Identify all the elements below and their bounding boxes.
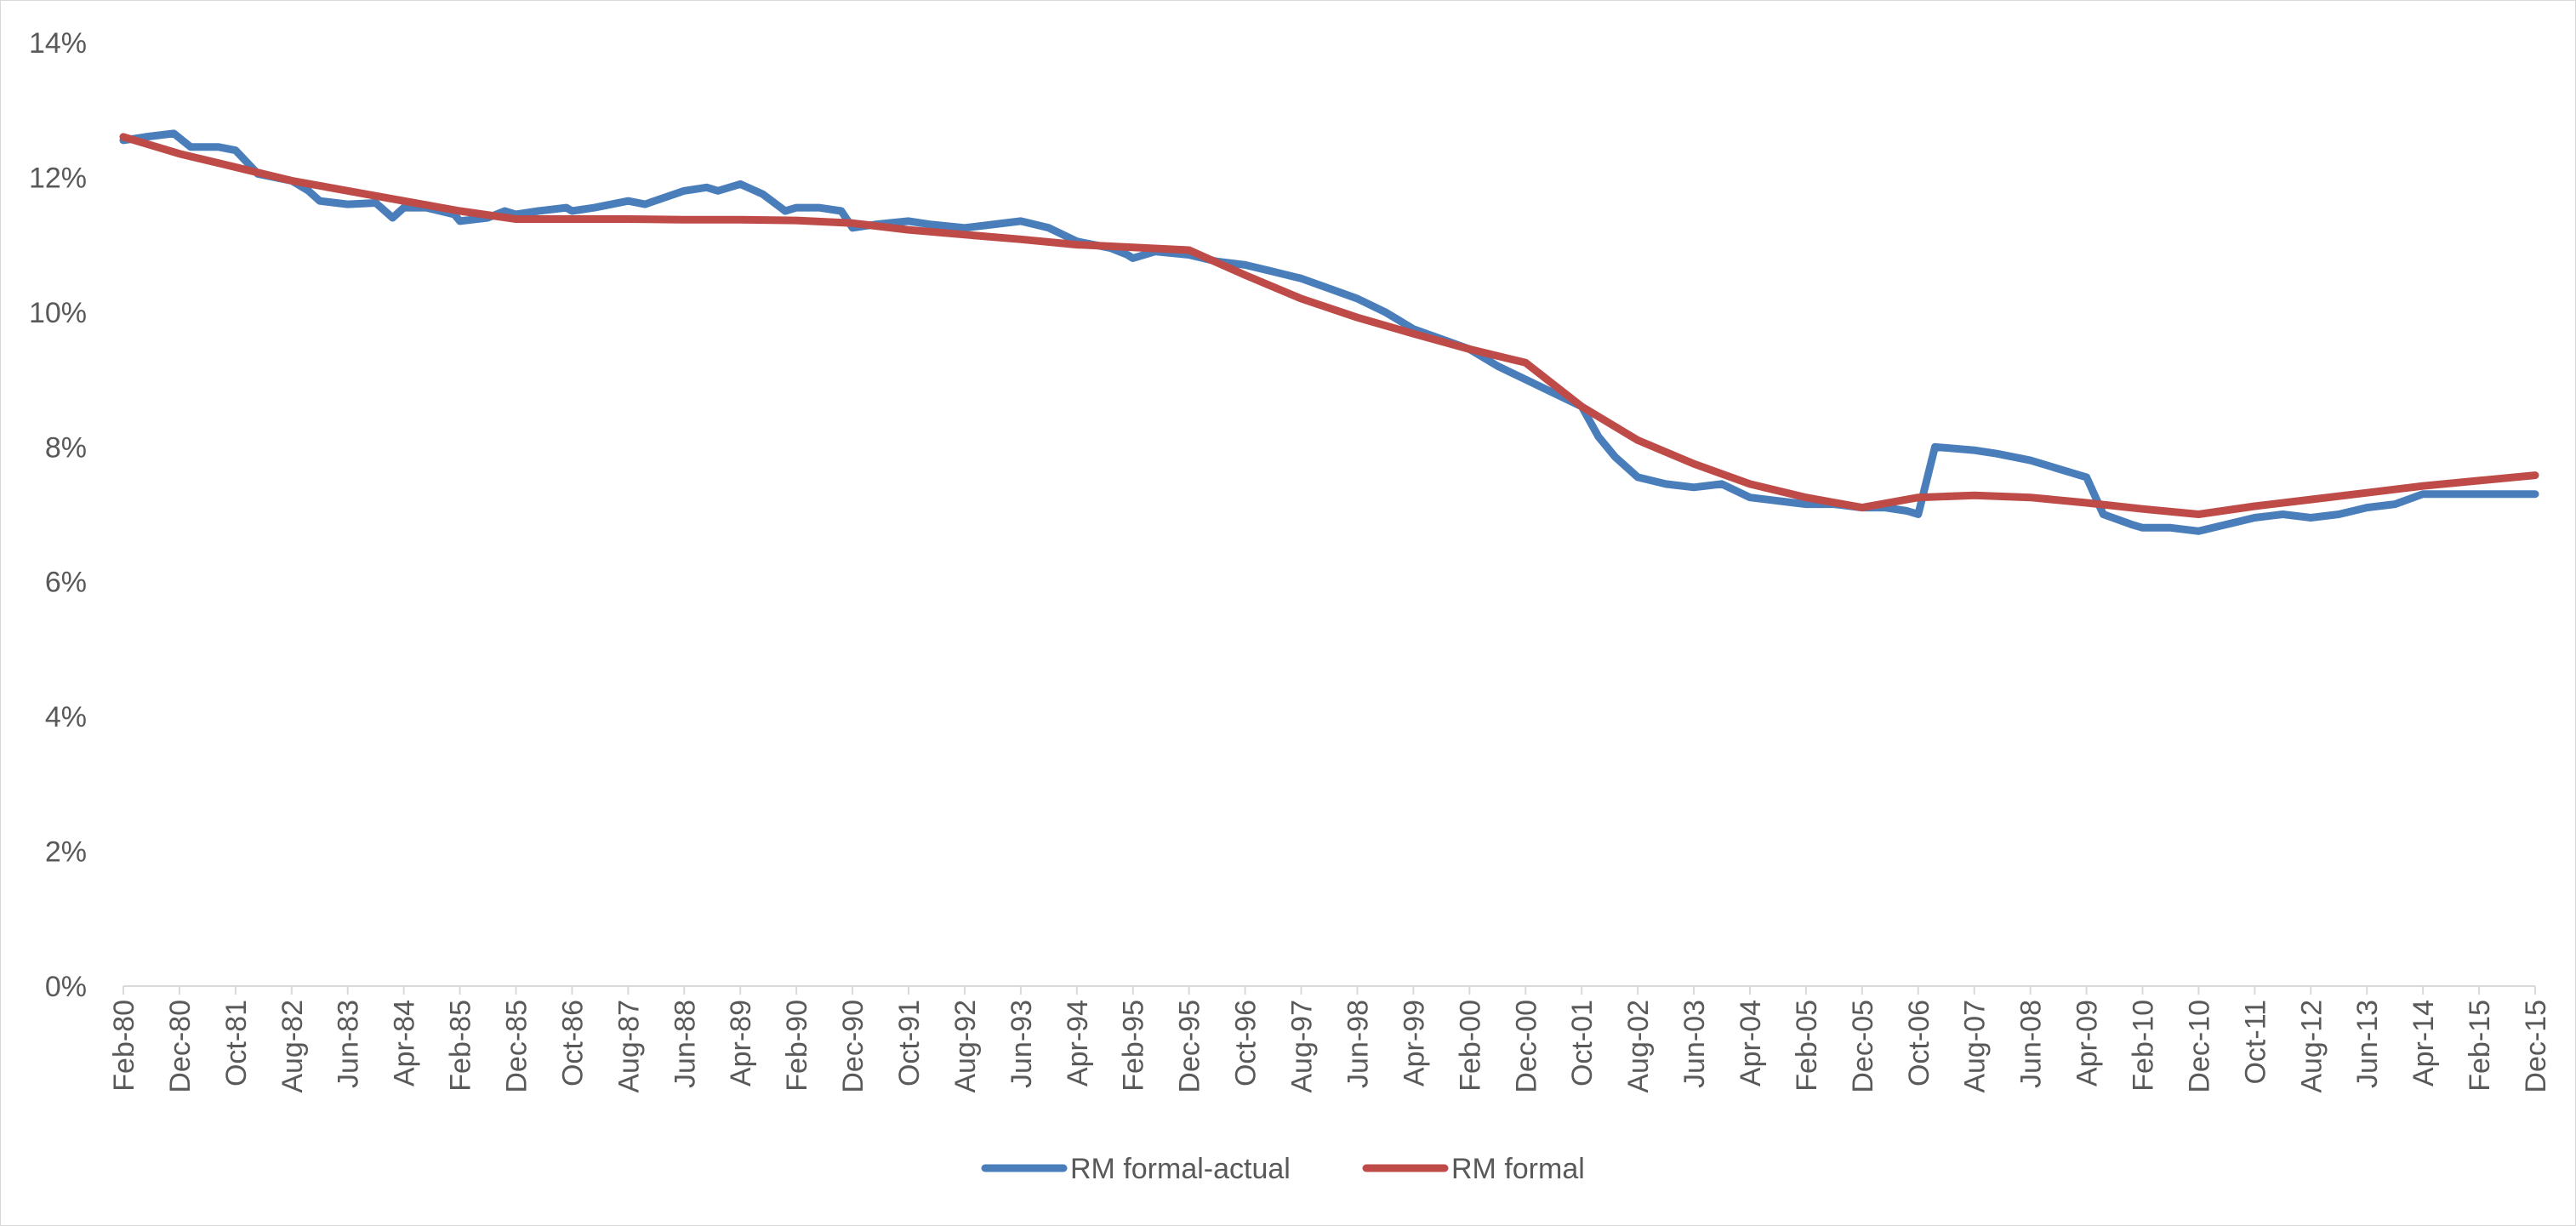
y-tick-label: 6% <box>45 567 87 599</box>
x-tick-label: Aug-12 <box>2295 1000 2328 1093</box>
x-tick-label: Aug-82 <box>276 1000 309 1093</box>
x-tick-label: Feb-10 <box>2127 1000 2159 1092</box>
x-tick-label: Dec-80 <box>164 1000 197 1093</box>
x-tick-label: Dec-10 <box>2183 1000 2215 1093</box>
x-tick-label: Oct-01 <box>1566 1000 1599 1086</box>
series-line-rm-formal-actual <box>119 129 2539 535</box>
legend-label: RM formal-actual <box>1070 1153 1291 1185</box>
y-tick-label: 4% <box>45 701 87 733</box>
x-tick-label: Feb-85 <box>445 1000 477 1092</box>
x-tick-label: Feb-80 <box>108 1000 140 1092</box>
x-tick-label: Feb-05 <box>1791 1000 1823 1092</box>
y-tick-label: 8% <box>45 431 87 464</box>
y-tick-label: 12% <box>29 162 87 194</box>
x-tick-label: Dec-05 <box>1847 1000 1879 1093</box>
legend-label: RM formal <box>1451 1153 1585 1185</box>
x-tick-label: Apr-84 <box>389 1000 421 1086</box>
x-tick-label: Jun-98 <box>1342 1000 1374 1088</box>
x-tick-label: Dec-00 <box>1510 1000 1542 1093</box>
x-tick-label: Feb-90 <box>781 1000 813 1092</box>
x-tick-label: Jun-08 <box>2015 1000 2048 1088</box>
x-tick-label: Jun-88 <box>669 1000 701 1088</box>
y-tick-label: 10% <box>29 297 87 329</box>
x-tick-label: Aug-92 <box>949 1000 982 1093</box>
y-tick-label: 14% <box>29 27 87 60</box>
x-tick-label: Aug-97 <box>1286 1000 1319 1093</box>
x-tick-label: Aug-07 <box>1959 1000 1992 1093</box>
series-line-rm-formal <box>119 133 2539 518</box>
x-tick-label: Oct-06 <box>1903 1000 1935 1086</box>
x-tick-label: Jun-13 <box>2351 1000 2384 1088</box>
x-tick-label: Feb-15 <box>2464 1000 2496 1092</box>
y-tick-label: 0% <box>45 971 87 1003</box>
x-tick-label: Jun-93 <box>1006 1000 1038 1088</box>
y-axis: 0% 2% 4% 6% 8% 10% 12% 14% <box>29 27 87 1003</box>
legend: RM formal-actual RM formal <box>981 1153 1585 1185</box>
x-tick-label: Jun-83 <box>333 1000 365 1088</box>
x-tick-label: Dec-15 <box>2520 1000 2552 1093</box>
x-tick-label: Oct-91 <box>893 1000 926 1086</box>
x-tick-label: Aug-87 <box>613 1000 645 1093</box>
x-tick-label: Dec-85 <box>501 1000 533 1093</box>
x-tick-label: Aug-02 <box>1622 1000 1655 1093</box>
x-tick-label: Oct-81 <box>220 1000 253 1086</box>
x-tick-label: Jun-03 <box>1678 1000 1711 1088</box>
x-tick-label: Feb-00 <box>1454 1000 1486 1092</box>
x-tick-label: Oct-86 <box>556 1000 589 1086</box>
x-tick-label: Apr-94 <box>1062 1000 1094 1086</box>
x-tick-label: Oct-11 <box>2239 1000 2271 1085</box>
x-tick-label: Dec-90 <box>837 1000 869 1093</box>
x-tick-label: Apr-89 <box>725 1000 757 1086</box>
x-tick-label: Dec-95 <box>1174 1000 1206 1093</box>
x-tick-label: Oct-96 <box>1230 1000 1262 1086</box>
x-tick-label: Feb-95 <box>1118 1000 1150 1092</box>
series-group <box>119 129 2539 535</box>
y-tick-label: 2% <box>45 836 87 869</box>
x-tick-label: Apr-04 <box>1735 1000 1767 1086</box>
x-axis: Feb-80 Dec-80 Oct-81 Aug-82 Jun-83 Apr-84 Feb-… <box>108 986 2552 1093</box>
x-tick-label: Apr-14 <box>2408 1000 2440 1086</box>
x-tick-label: Apr-99 <box>1398 1000 1430 1086</box>
x-tick-label: Apr-09 <box>2072 1000 2104 1086</box>
